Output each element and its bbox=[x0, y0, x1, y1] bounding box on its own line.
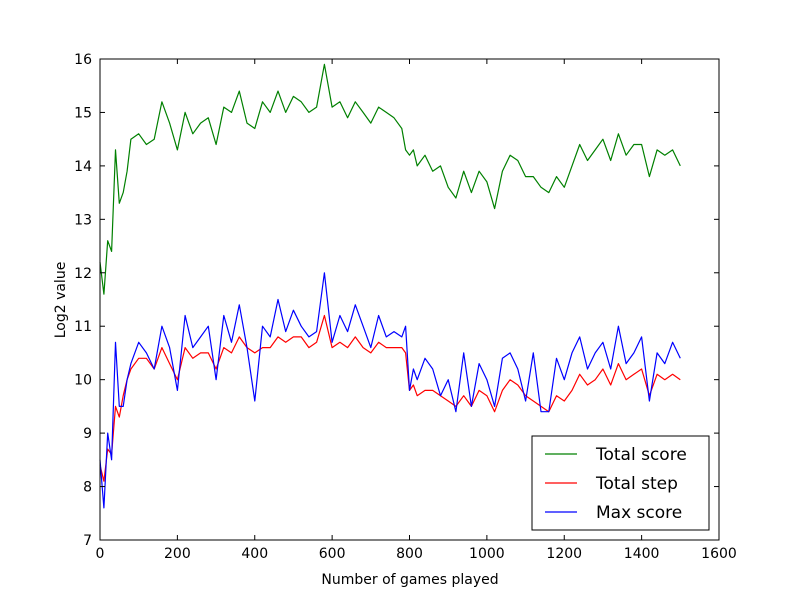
legend-label-3: Max score bbox=[596, 503, 682, 523]
legend-label-2: Total step bbox=[595, 474, 678, 494]
axis-ticks: 0 200 400 600 800 1000 1200 1400 1600 7 8 9 10 11 12 13… bbox=[74, 52, 737, 562]
x-tick-label: 1200 bbox=[546, 546, 582, 562]
y-tick-label: 12 bbox=[74, 266, 92, 282]
series-line-1 bbox=[99, 63, 681, 295]
x-tick-label: 1400 bbox=[624, 546, 660, 562]
series-line-3 bbox=[99, 272, 681, 509]
x-tick-label: 200 bbox=[164, 546, 191, 562]
x-axis-label: Number of games played bbox=[321, 572, 498, 588]
x-tick-label: 600 bbox=[319, 546, 346, 562]
x-tick-label: 0 bbox=[96, 546, 105, 562]
y-tick-label: 11 bbox=[74, 319, 92, 335]
legend-entries: Total score Total step Max score bbox=[545, 445, 687, 523]
x-tick-label: 1600 bbox=[701, 546, 737, 562]
x-tick-label: 400 bbox=[241, 546, 268, 562]
x-tick-label: 800 bbox=[396, 546, 423, 562]
y-tick-label: 13 bbox=[74, 212, 92, 228]
x-tick-label: 1000 bbox=[469, 546, 505, 562]
y-tick-label: 10 bbox=[74, 373, 92, 389]
y-axis-label: Log2 value bbox=[53, 262, 69, 339]
legend-label-1: Total score bbox=[595, 445, 687, 465]
series-layer bbox=[99, 63, 681, 509]
legend: Total score Total step Max score bbox=[531, 435, 710, 531]
y-tick-label: 7 bbox=[83, 533, 92, 549]
y-tick-label: 8 bbox=[83, 480, 92, 496]
y-tick-label: 14 bbox=[74, 159, 92, 175]
y-tick-label: 9 bbox=[83, 426, 92, 442]
y-tick-label: 15 bbox=[74, 105, 92, 121]
y-tick-label: 16 bbox=[74, 52, 92, 68]
